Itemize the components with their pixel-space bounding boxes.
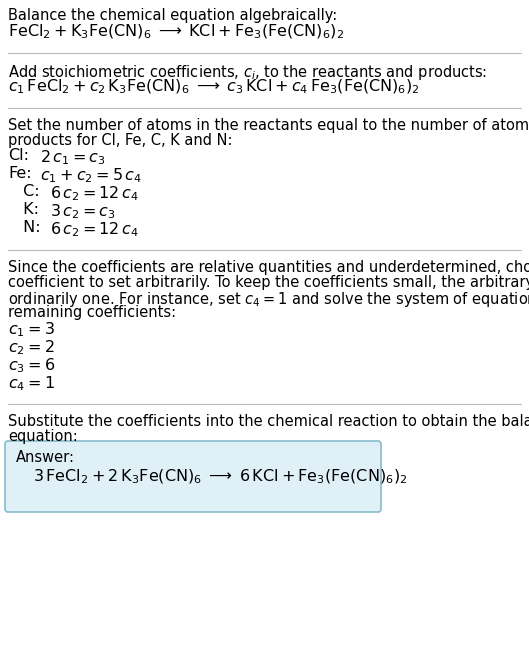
Text: $c_4 = 1$: $c_4 = 1$ <box>8 374 55 393</box>
Text: equation:: equation: <box>8 429 78 444</box>
Text: $c_2 = 2$: $c_2 = 2$ <box>8 338 54 356</box>
Text: Cl:: Cl: <box>8 148 29 163</box>
Text: remaining coefficients:: remaining coefficients: <box>8 305 176 320</box>
Text: coefficient to set arbitrarily. To keep the coefficients small, the arbitrary va: coefficient to set arbitrarily. To keep … <box>8 275 529 290</box>
Text: $c_1\, \mathrm{FeCl_2} + c_2\, \mathrm{K_3Fe(CN)_6} \;\longrightarrow\; c_3\, \m: $c_1\, \mathrm{FeCl_2} + c_2\, \mathrm{K… <box>8 78 420 96</box>
Text: Set the number of atoms in the reactants equal to the number of atoms in the: Set the number of atoms in the reactants… <box>8 118 529 133</box>
Text: ordinarily one. For instance, set $c_4 = 1$ and solve the system of equations fo: ordinarily one. For instance, set $c_4 =… <box>8 290 529 309</box>
Text: products for Cl, Fe, C, K and N:: products for Cl, Fe, C, K and N: <box>8 133 233 148</box>
Text: Fe:: Fe: <box>8 166 32 181</box>
Text: $6\,c_2 = 12\,c_4$: $6\,c_2 = 12\,c_4$ <box>50 220 139 239</box>
Text: Since the coefficients are relative quantities and underdetermined, choose a: Since the coefficients are relative quan… <box>8 260 529 275</box>
Text: $3\,\mathrm{FeCl_2} + 2\,\mathrm{K_3Fe(CN)_6} \;\longrightarrow\; 6\,\mathrm{KCl: $3\,\mathrm{FeCl_2} + 2\,\mathrm{K_3Fe(C… <box>33 468 407 487</box>
Text: $c_1 + c_2 = 5\,c_4$: $c_1 + c_2 = 5\,c_4$ <box>40 166 142 184</box>
Text: Balance the chemical equation algebraically:: Balance the chemical equation algebraica… <box>8 8 338 23</box>
FancyBboxPatch shape <box>5 441 381 512</box>
Text: C:: C: <box>18 184 40 199</box>
Text: $2\,c_1 = c_3$: $2\,c_1 = c_3$ <box>40 148 106 167</box>
Text: Substitute the coefficients into the chemical reaction to obtain the balanced: Substitute the coefficients into the che… <box>8 414 529 429</box>
Text: Add stoichiometric coefficients, $c_i$, to the reactants and products:: Add stoichiometric coefficients, $c_i$, … <box>8 63 487 82</box>
Text: Answer:: Answer: <box>16 450 75 465</box>
Text: N:: N: <box>18 220 41 235</box>
Text: $3\,c_2 = c_3$: $3\,c_2 = c_3$ <box>50 202 116 221</box>
Text: $c_1 = 3$: $c_1 = 3$ <box>8 320 55 338</box>
Text: K:: K: <box>18 202 39 217</box>
Text: $\mathrm{FeCl_2} + \mathrm{K_3Fe(CN)_6} \;\longrightarrow\; \mathrm{KCl} + \math: $\mathrm{FeCl_2} + \mathrm{K_3Fe(CN)_6} … <box>8 23 344 41</box>
Text: $6\,c_2 = 12\,c_4$: $6\,c_2 = 12\,c_4$ <box>50 184 139 203</box>
Text: $c_3 = 6$: $c_3 = 6$ <box>8 356 55 375</box>
